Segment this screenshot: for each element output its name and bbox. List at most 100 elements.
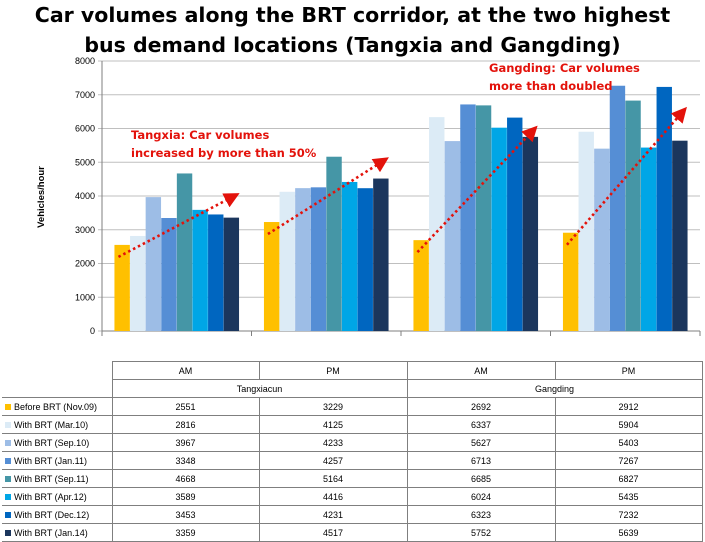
- chart-title-line-1: Car volumes along the BRT corridor, at t…: [34, 3, 671, 27]
- data-table: AM PM AM PM Tangxiacun Gangding Before B…: [2, 361, 703, 542]
- series-name-cell: With BRT (Mar.10): [2, 415, 113, 434]
- trend-arrow: [267, 157, 389, 236]
- table-row: With BRT (Sep.10) 3967 4233 5627 5403: [2, 433, 703, 452]
- bar: [176, 173, 193, 331]
- value-cell: 4257: [258, 451, 408, 470]
- y-tick-label: 2000: [75, 259, 95, 269]
- value-cell: 4668: [111, 469, 260, 488]
- bar-chart: 0 1000 2000 3000 4000 5000 6000 7000 8000 Vehicl…: [36, 56, 701, 336]
- y-tick-label: 3000: [75, 225, 95, 235]
- value-cell: 3589: [111, 487, 260, 506]
- chart-title: Car volumes along the BRT corridor, at t…: [0, 0, 705, 60]
- series-name-cell: With BRT (Sep.10): [2, 433, 113, 452]
- category-label: AM: [111, 361, 260, 380]
- value-cell: 6685: [406, 469, 556, 488]
- series-name: With BRT (Jan.14): [14, 527, 88, 538]
- series-name: With BRT (Sep.11): [14, 473, 89, 484]
- value-cell: 7232: [554, 505, 703, 524]
- value-cell: 5639: [554, 523, 703, 542]
- bar: [223, 217, 240, 331]
- trend-arrow: [416, 125, 538, 254]
- table-row: With BRT (Apr.12) 3589 4416 6024 5435: [2, 487, 703, 506]
- group-label: Tangxiacun: [111, 379, 408, 398]
- value-cell: 3359: [111, 523, 260, 542]
- bar: [145, 197, 162, 331]
- value-cell: 7267: [554, 451, 703, 470]
- series-name-cell: With BRT (Jan.11): [2, 451, 113, 470]
- bar: [429, 117, 445, 331]
- bar: [640, 147, 657, 331]
- table-row: With BRT (Jan.11) 3348 4257 6713 7267: [2, 451, 703, 470]
- value-cell: 6024: [406, 487, 556, 506]
- value-cell: 6713: [406, 451, 556, 470]
- y-tick-label: 8000: [75, 56, 95, 66]
- series-name-cell: With BRT (Sep.11): [2, 469, 113, 488]
- value-cell: 4233: [258, 433, 408, 452]
- annotation-gangding-line-2-text: more than doubled: [489, 79, 613, 93]
- bar: [522, 136, 539, 331]
- legend-key-icon: [5, 530, 11, 537]
- trend-arrows: [117, 106, 687, 259]
- bar: [609, 85, 626, 332]
- value-cell: 6323: [406, 505, 556, 524]
- value-cell: 5403: [554, 433, 703, 452]
- bar: [444, 141, 461, 331]
- bar: [460, 104, 476, 331]
- bar: [263, 222, 280, 331]
- series-name: With BRT (Mar.10): [14, 419, 89, 430]
- series-name-cell: With BRT (Apr.12): [2, 487, 113, 506]
- value-cell: 2912: [554, 397, 703, 416]
- annotation-tangxia: Tangxia: Car volumes: [131, 128, 269, 142]
- bar: [357, 188, 373, 331]
- value-cell: 3348: [111, 451, 260, 470]
- group-header-row: Tangxiacun Gangding: [2, 379, 703, 398]
- series-name: With BRT (Apr.12): [14, 491, 87, 502]
- value-cell: 5435: [554, 487, 703, 506]
- annotation-tangxia-line-2-text: increased by more than 50%: [131, 146, 317, 160]
- y-tick-label: 0: [90, 326, 95, 336]
- table-row: With BRT (Sep.11) 4668 5164 6685 6827: [2, 469, 703, 488]
- y-tick-label: 7000: [75, 90, 95, 100]
- bars: [114, 85, 688, 332]
- table-row: With BRT (Jan.14) 3359 4517 5752 5639: [2, 523, 703, 542]
- value-cell: 5904: [554, 415, 703, 434]
- value-cell: 5627: [406, 433, 556, 452]
- bar: [341, 181, 358, 331]
- annotation-tangxia-line-1: Tangxia: Car volumes: [131, 128, 269, 142]
- value-cell: 2692: [406, 397, 556, 416]
- table-corner: [2, 379, 113, 398]
- table-corner: [2, 361, 113, 380]
- value-cell: 4231: [258, 505, 408, 524]
- annotation-tangxia-line-2: increased by more than 50%: [131, 146, 317, 160]
- bar: [208, 214, 224, 331]
- value-cell: 4125: [258, 415, 408, 434]
- annotation-gangding: Gangding: Car volumes: [489, 61, 640, 75]
- bar: [562, 232, 579, 331]
- legend-key-icon: [5, 476, 11, 483]
- bar: [373, 178, 389, 331]
- bar: [491, 127, 507, 331]
- y-tick-label: 5000: [75, 157, 95, 167]
- bar: [625, 100, 641, 332]
- value-cell: 2551: [111, 397, 260, 416]
- category-header-row: AM PM AM PM: [2, 361, 703, 380]
- bar: [295, 188, 311, 331]
- value-cell: 5752: [406, 523, 556, 542]
- legend-key-icon: [5, 404, 11, 411]
- value-cell: 4416: [258, 487, 408, 506]
- bar: [413, 240, 429, 331]
- y-tick-label: 1000: [75, 292, 95, 302]
- value-cell: 5164: [258, 469, 408, 488]
- category-label: PM: [258, 361, 408, 380]
- bar: [310, 187, 327, 331]
- bar: [130, 235, 146, 331]
- legend-key-icon: [5, 458, 11, 465]
- legend-key-icon: [5, 440, 11, 447]
- category-label: AM: [406, 361, 556, 380]
- y-tick-label: 4000: [75, 191, 95, 201]
- value-cell: 3229: [258, 397, 408, 416]
- legend-key-icon: [5, 422, 11, 429]
- series-name: With BRT (Sep.10): [14, 437, 90, 448]
- table-row: Before BRT (Nov.09) 2551 3229 2692 2912: [2, 397, 703, 416]
- y-tick-label: 6000: [75, 124, 95, 134]
